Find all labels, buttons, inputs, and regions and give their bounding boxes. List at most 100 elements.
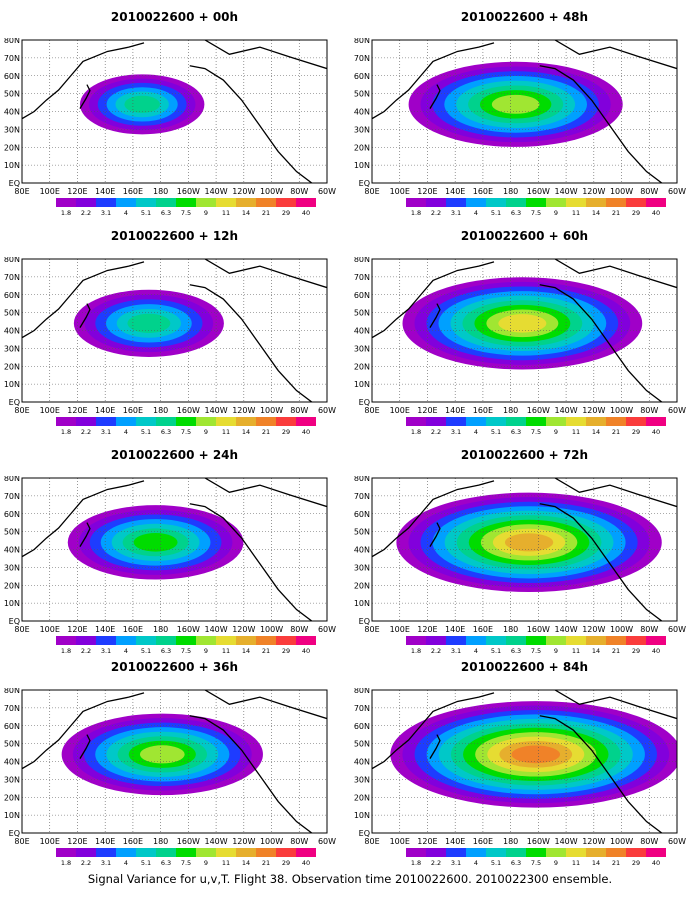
coastline bbox=[79, 84, 91, 109]
lon-label: 80E bbox=[364, 187, 379, 196]
lat-label: 70N bbox=[354, 273, 370, 282]
lon-label: 160E bbox=[123, 837, 143, 846]
lon-label: 80W bbox=[640, 625, 658, 634]
colorbar-swatch bbox=[116, 848, 136, 857]
lon-label: 160W bbox=[177, 406, 200, 415]
colorbar-label: 14 bbox=[242, 859, 250, 867]
colorbar-label: 40 bbox=[652, 428, 660, 436]
lon-label: 80E bbox=[14, 837, 29, 846]
colorbar-swatch bbox=[236, 636, 256, 645]
lon-label: 140E bbox=[445, 837, 465, 846]
coastline bbox=[554, 690, 677, 720]
colorbar-label: 2.2 bbox=[81, 859, 91, 867]
colorbar-swatch bbox=[56, 198, 76, 207]
lat-label: 30N bbox=[4, 344, 20, 353]
lon-label: 100E bbox=[40, 837, 60, 846]
colorbar-label: 40 bbox=[652, 647, 660, 655]
colorbar-swatch bbox=[646, 198, 666, 207]
lon-label: 60W bbox=[668, 837, 686, 846]
colorbar-label: 29 bbox=[632, 859, 640, 867]
colorbar-swatch bbox=[626, 198, 646, 207]
colorbar-label: 7.5 bbox=[531, 859, 541, 867]
coastline bbox=[204, 690, 327, 720]
lon-label: 160E bbox=[473, 625, 493, 634]
colorbar-label: 2.2 bbox=[81, 428, 91, 436]
colorbar-swatch bbox=[196, 417, 216, 426]
lat-label: 10N bbox=[354, 599, 370, 608]
colorbar-label: 40 bbox=[302, 209, 310, 217]
colorbar-swatch bbox=[586, 198, 606, 207]
colorbar-swatch bbox=[156, 848, 176, 857]
lon-label: 60W bbox=[318, 187, 336, 196]
colorbar-label: 14 bbox=[242, 428, 250, 436]
lon-label: 180 bbox=[153, 625, 168, 634]
colorbar-label: 3.1 bbox=[451, 647, 461, 655]
lon-label: 100W bbox=[610, 406, 633, 415]
colorbar-label: 7.5 bbox=[531, 647, 541, 655]
lat-label: 40N bbox=[4, 108, 20, 117]
colorbar-swatch bbox=[276, 848, 296, 857]
colorbar-swatch bbox=[176, 848, 196, 857]
colorbar-label: 21 bbox=[262, 859, 270, 867]
colorbar-label: 4 bbox=[124, 647, 128, 655]
lat-label: 70N bbox=[4, 273, 20, 282]
colorbar-swatch bbox=[646, 636, 666, 645]
colorbar-swatch bbox=[176, 198, 196, 207]
lon-label: 180 bbox=[503, 625, 518, 634]
colorbar-swatch bbox=[96, 848, 116, 857]
colorbar-swatch bbox=[526, 198, 546, 207]
variance-contour bbox=[127, 313, 171, 333]
colorbar-label: 14 bbox=[242, 647, 250, 655]
colorbar-label: 4 bbox=[474, 209, 478, 217]
lat-label: 10N bbox=[4, 811, 20, 820]
lon-label: 160E bbox=[473, 406, 493, 415]
lat-label: 50N bbox=[354, 309, 370, 318]
colorbar-label: 6.3 bbox=[511, 428, 521, 436]
colorbar-swatch bbox=[136, 417, 156, 426]
colorbar-swatch bbox=[546, 636, 566, 645]
lon-label: 80W bbox=[290, 837, 308, 846]
colorbar-label: 9 bbox=[204, 859, 208, 867]
colorbar-label: 7.5 bbox=[531, 209, 541, 217]
lat-label: 50N bbox=[354, 528, 370, 537]
colorbar-label: 21 bbox=[262, 428, 270, 436]
lat-label: 20N bbox=[354, 143, 370, 152]
colorbar-label: 9 bbox=[204, 428, 208, 436]
colorbar-label: 1.8 bbox=[411, 209, 421, 217]
lon-label: 180 bbox=[503, 837, 518, 846]
lon-label: 140E bbox=[95, 837, 115, 846]
lon-label: 140W bbox=[204, 187, 227, 196]
lat-label: 20N bbox=[4, 143, 20, 152]
colorbar-swatch bbox=[486, 636, 506, 645]
colorbar-swatch bbox=[136, 198, 156, 207]
lon-label: 100E bbox=[390, 187, 410, 196]
colorbar-swatch bbox=[426, 198, 446, 207]
lon-label: 100W bbox=[260, 406, 283, 415]
colorbar-swatch bbox=[626, 636, 646, 645]
lon-label: 120W bbox=[582, 625, 605, 634]
colorbar-label: 5.1 bbox=[141, 428, 151, 436]
lat-label: EQ bbox=[359, 398, 370, 407]
colorbar-swatch bbox=[276, 417, 296, 426]
lon-label: 160W bbox=[527, 625, 550, 634]
colorbar-swatch bbox=[506, 417, 526, 426]
colorbar-label: 40 bbox=[302, 647, 310, 655]
colorbar-swatch bbox=[156, 417, 176, 426]
colorbar-swatch bbox=[446, 198, 466, 207]
colorbar-label: 7.5 bbox=[181, 647, 191, 655]
panel-title: 2010022600 + 00h bbox=[110, 10, 239, 24]
lat-label: 50N bbox=[4, 309, 20, 318]
lat-label: 20N bbox=[354, 793, 370, 802]
colorbar-swatch bbox=[486, 848, 506, 857]
colorbar-label: 1.8 bbox=[61, 859, 71, 867]
colorbar-swatch bbox=[136, 636, 156, 645]
lat-label: 20N bbox=[354, 362, 370, 371]
colorbar-label: 29 bbox=[632, 209, 640, 217]
lon-label: 160W bbox=[177, 187, 200, 196]
colorbar-label: 7.5 bbox=[531, 428, 541, 436]
lon-label: 140W bbox=[554, 837, 577, 846]
lon-label: 120W bbox=[582, 187, 605, 196]
colorbar-label: 14 bbox=[592, 209, 600, 217]
colorbar-swatch bbox=[236, 198, 256, 207]
colorbar-swatch bbox=[506, 636, 526, 645]
